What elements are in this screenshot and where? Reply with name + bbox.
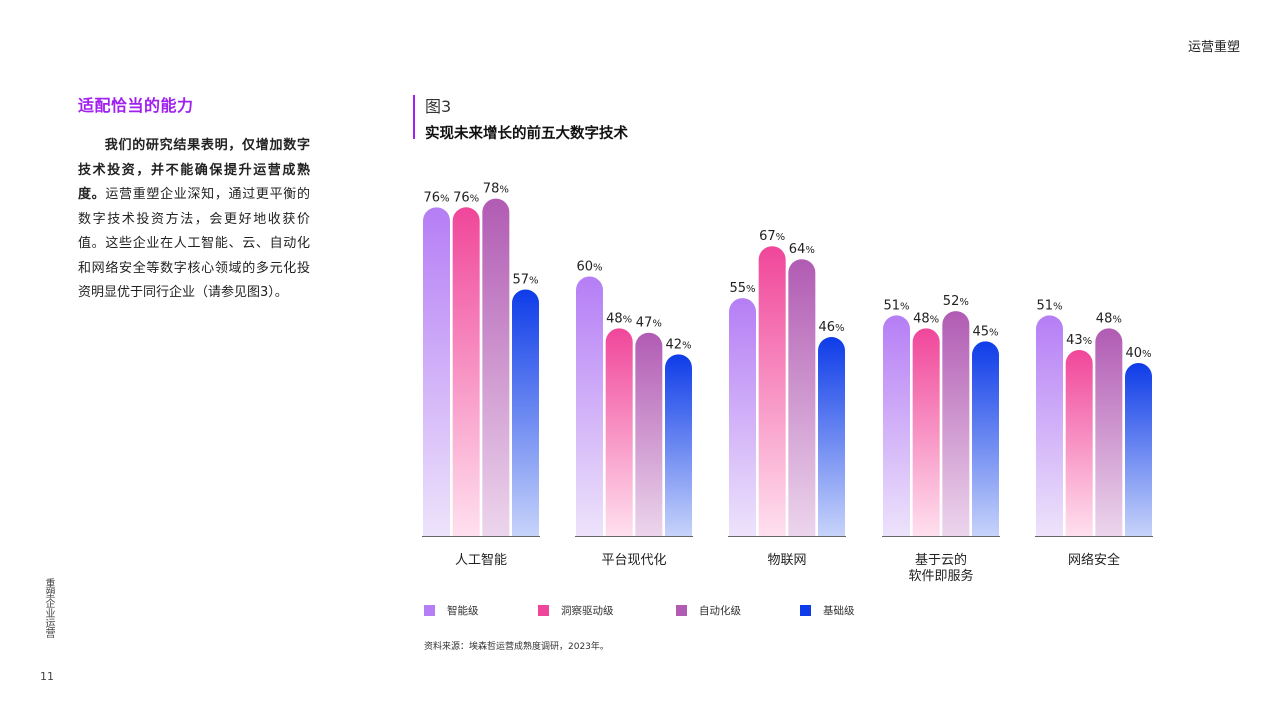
body-text: 运营重塑企业深知，通过更平衡的数字技术投资方法，会更好地收获价值。这些企业在人工… [78,187,310,300]
value-labels-layer: 76% 76% 78% 57% 60% 48% 47%42% 55% 67% 64% 46% 51% 4… [423,182,1151,361]
category-label: 网络安全 [1068,552,1120,568]
bar-value-label: 52% [943,294,969,309]
bar [452,207,480,536]
bar-value-label: 64% [789,242,815,257]
legend-label: 自动化级 [699,605,741,617]
bar-value-label: 45% [972,324,998,339]
bar [1125,363,1153,536]
bar-value-label: 55% [729,281,755,296]
bar [818,337,846,536]
bar [788,259,816,536]
left-section-title: 适配恰当的能力 [78,96,194,115]
bar-value-label: 51% [1036,298,1062,313]
bar-value-label: 48% [606,311,632,326]
bar-value-label: 43% [1066,333,1092,348]
lead-text: 我们的研究结果表明，仅增加数字技术投资，并不能确保提升运营成熟度。 [78,138,310,202]
source-note: 资料来源：埃森哲运营成熟度调研，2023年。 [424,642,609,652]
figure-label: 图3 [425,97,452,116]
bar [1036,315,1063,536]
bar [729,298,756,536]
bars-layer [423,198,1153,536]
legend-label: 基础级 [823,605,855,617]
legend-item: 自动化级 [676,603,741,618]
bar-value-label: 40% [1125,346,1151,361]
bar [423,207,450,536]
bar [758,246,786,536]
section-title: 运营重塑 [1187,40,1240,55]
legend: 智能级 洞察驱动级 自动化级 基础级 [424,603,884,619]
bar-value-label: 78% [483,182,509,197]
category-label: 人工智能 [455,553,507,568]
bar [576,276,603,536]
bar [635,332,663,536]
bar-value-label: 46% [818,320,844,335]
bar [883,315,910,536]
figure-accent-bar [413,95,415,139]
bar [1065,350,1093,536]
legend-swatch [676,605,687,616]
figure-title: 实现未来增长的前五大数字技术 [425,126,628,142]
legend-swatch [800,605,811,616]
axis-layer: 人工智能 平台现代化 物联网 基于云的软件即服务 网络安全 [422,536,1154,584]
bar-value-label: 57% [512,272,538,287]
page-number: 11 [40,670,54,683]
bar [482,198,510,536]
category-label: 物联网 [767,553,806,568]
bar-value-label: 48% [1096,311,1122,326]
category-label: 基于云的软件即服务 [908,552,973,584]
bar-value-label: 76% [423,190,449,205]
legend-swatch [424,605,435,616]
bar [942,311,970,536]
legend-swatch [538,605,549,616]
bar-value-label: 76% [453,190,479,205]
legend-item: 智能级 [424,603,479,618]
bar [1095,328,1123,536]
bar-value-label: 67% [759,229,785,244]
left-section-body: 我们的研究结果表明，仅增加数字技术投资，并不能确保提升运营成熟度。运营重塑企业深… [78,134,310,306]
bar [912,328,940,536]
legend-item: 洞察驱动级 [538,603,614,618]
bar-value-label: 51% [883,298,909,313]
legend-label: 洞察驱动级 [561,605,614,617]
bar [512,289,540,536]
bar-value-label: 47% [636,316,662,331]
legend-label: 智能级 [447,605,479,617]
category-label: 平台现代化 [601,553,666,568]
bar [972,341,1000,536]
sidebar-vertical-text: 重塑企业运营 [43,578,54,638]
bar-value-label: 42% [665,337,691,352]
bar [605,328,633,536]
bar-value-label: 48% [913,311,939,326]
bar [665,354,693,536]
bar-value-label: 60% [576,260,602,275]
legend-item: 基础级 [800,603,855,618]
